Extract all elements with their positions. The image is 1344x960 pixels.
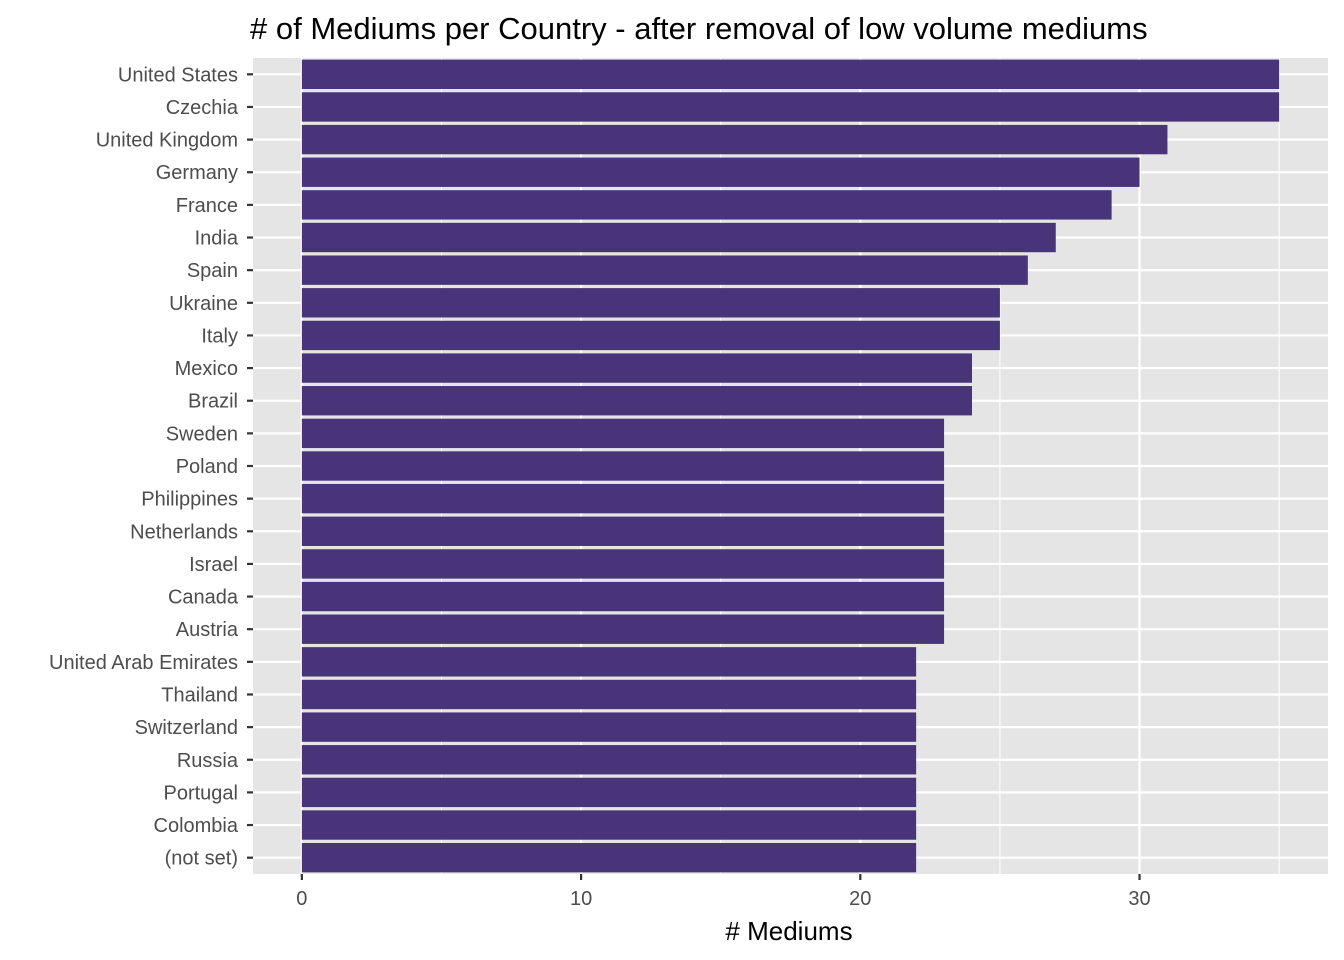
y-tick-label: Israel [189,554,238,576]
y-tick-label: Spain [187,260,238,282]
y-axis: United States Czechia United Kingdom German… [49,64,253,870]
bar [301,777,917,808]
y-tick-label: Canada [168,587,239,609]
y-tick-label: Italy [201,325,238,347]
y-tick-label: Thailand [161,684,238,706]
bar [301,190,1112,220]
y-tick-label: Switzerland [135,717,238,739]
bar [301,549,945,579]
bar [301,647,917,677]
bar [301,810,917,840]
bar [301,59,1280,90]
y-tick-label: India [195,228,239,250]
bar [301,581,945,612]
x-tick-label: 0 [296,888,307,910]
y-tick-label: France [176,195,238,217]
bar [301,451,945,481]
y-tick-label: Czechia [166,97,239,119]
y-tick-label: United Arab Emirates [49,652,238,674]
y-tick-label: Mexico [175,358,238,380]
bar [301,516,945,546]
bar [301,255,1028,285]
bar [301,483,945,514]
x-tick-label: 20 [849,888,871,910]
chart-title: # of Mediums per Country - after removal… [250,11,1148,46]
y-tick-label: (not set) [165,848,238,870]
bar [301,320,1000,351]
bar [301,288,1000,318]
y-tick-label: Colombia [154,815,239,837]
x-tick-label: 10 [570,888,592,910]
y-tick-label: Russia [177,750,239,772]
bar [301,842,917,873]
bar [301,353,972,383]
x-axis-title: # Mediums [725,916,852,946]
bar [301,124,1168,155]
bar [301,679,917,710]
y-tick-label: Austria [176,619,239,641]
bar [301,222,1056,253]
y-tick-label: Ukraine [169,293,238,315]
y-tick-label: Netherlands [130,521,238,543]
bar [301,614,945,644]
bar [301,157,1140,187]
y-tick-label: Philippines [141,489,238,511]
bar [301,745,917,775]
y-tick-label: United States [118,64,238,86]
y-tick-label: Portugal [164,782,239,804]
y-tick-label: Germany [156,162,238,184]
bar [301,92,1280,122]
y-tick-label: United Kingdom [96,130,238,152]
x-tick-label: 30 [1128,888,1150,910]
y-tick-label: Sweden [166,423,238,445]
bar [301,418,945,449]
y-tick-label: Brazil [188,391,238,413]
x-axis: 0 10 20 30 [296,874,1151,910]
bar [301,712,917,742]
y-tick-label: Poland [176,456,238,478]
bar [301,386,972,416]
bars [301,59,1280,873]
